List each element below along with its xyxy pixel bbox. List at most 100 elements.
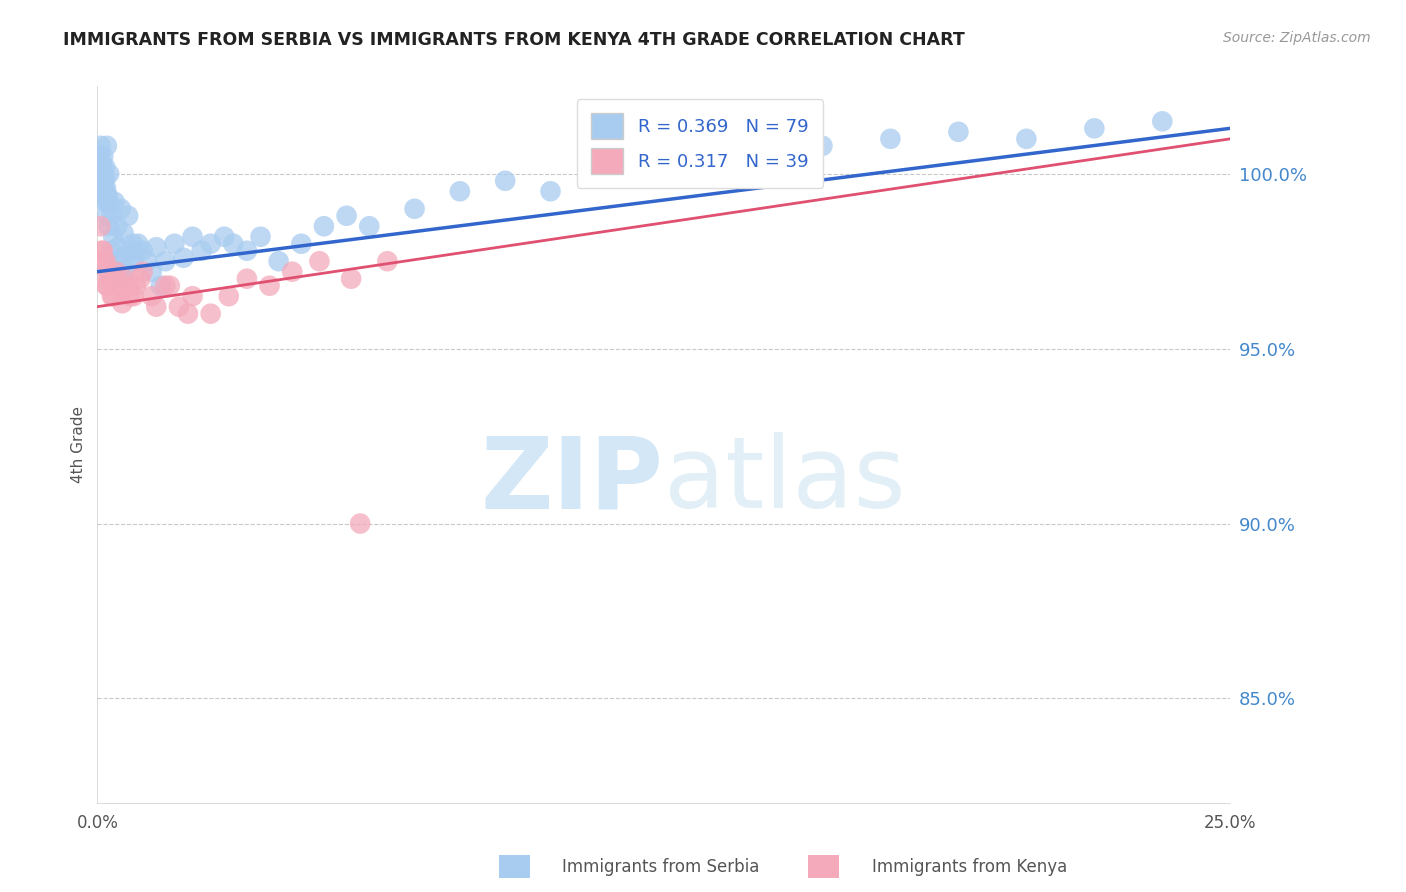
Text: Immigrants from Kenya: Immigrants from Kenya — [872, 858, 1067, 876]
Point — [308, 254, 330, 268]
Point — [159, 278, 181, 293]
Point — [377, 254, 399, 268]
Point — [181, 289, 204, 303]
Point — [104, 271, 127, 285]
Point — [98, 198, 121, 212]
Point — [675, 160, 697, 174]
Point — [131, 265, 153, 279]
Point — [93, 181, 115, 195]
Point — [177, 307, 200, 321]
Point — [200, 307, 222, 321]
Point — [104, 254, 127, 268]
Point — [236, 271, 259, 285]
Point — [89, 138, 111, 153]
Point — [290, 236, 312, 251]
Point — [93, 184, 115, 198]
Point — [97, 219, 120, 234]
Point — [96, 209, 118, 223]
Point — [125, 278, 148, 293]
Point — [259, 278, 281, 293]
Point — [90, 163, 112, 178]
Point — [359, 219, 381, 234]
Point — [200, 236, 222, 251]
Point — [218, 289, 240, 303]
Point — [121, 236, 143, 251]
Point — [89, 219, 111, 234]
Point — [181, 229, 204, 244]
Point — [114, 271, 136, 285]
Point — [281, 265, 304, 279]
Point — [117, 209, 139, 223]
Point — [110, 202, 132, 216]
Point — [155, 278, 177, 293]
Point — [267, 254, 290, 268]
Point — [117, 278, 139, 293]
Point — [163, 236, 186, 251]
Point — [312, 219, 335, 234]
Point — [96, 278, 118, 293]
Y-axis label: 4th Grade: 4th Grade — [72, 407, 86, 483]
Point — [93, 265, 115, 279]
Point — [103, 194, 125, 209]
Point — [90, 156, 112, 170]
Point — [91, 149, 114, 163]
Point — [129, 271, 152, 285]
Text: Immigrants from Serbia: Immigrants from Serbia — [562, 858, 759, 876]
Point — [449, 184, 471, 198]
Point — [91, 244, 114, 258]
Point — [89, 149, 111, 163]
Point — [90, 184, 112, 198]
Point — [149, 278, 172, 293]
Point — [91, 191, 114, 205]
Point — [190, 244, 212, 258]
Point — [404, 202, 426, 216]
Point — [744, 149, 766, 163]
Point — [105, 265, 128, 279]
Point — [94, 160, 117, 174]
Point — [145, 300, 167, 314]
Point — [96, 138, 118, 153]
Point — [349, 516, 371, 531]
Point — [118, 244, 141, 258]
Point — [607, 167, 630, 181]
Text: atlas: atlas — [664, 432, 905, 529]
Point — [91, 167, 114, 181]
Point — [97, 191, 120, 205]
Point — [98, 271, 121, 285]
Point — [249, 229, 271, 244]
Point — [100, 244, 122, 258]
Text: Source: ZipAtlas.com: Source: ZipAtlas.com — [1223, 31, 1371, 45]
Point — [89, 174, 111, 188]
Point — [540, 184, 562, 198]
Point — [811, 138, 834, 153]
Point — [103, 229, 125, 244]
Point — [141, 265, 163, 279]
Point — [93, 194, 115, 209]
Point — [136, 254, 159, 268]
Point — [112, 226, 135, 240]
Point — [93, 254, 115, 268]
Point — [90, 244, 112, 258]
Point — [1152, 114, 1174, 128]
Point — [91, 174, 114, 188]
Point — [494, 174, 516, 188]
Point — [97, 265, 120, 279]
Point — [948, 125, 970, 139]
Point — [89, 160, 111, 174]
Point — [336, 209, 359, 223]
Point — [101, 289, 124, 303]
Point — [155, 254, 177, 268]
Point — [115, 258, 138, 272]
Point — [127, 236, 149, 251]
Point — [107, 240, 129, 254]
Point — [96, 278, 118, 293]
Point — [101, 209, 124, 223]
Text: IMMIGRANTS FROM SERBIA VS IMMIGRANTS FROM KENYA 4TH GRADE CORRELATION CHART: IMMIGRANTS FROM SERBIA VS IMMIGRANTS FRO… — [63, 31, 965, 49]
Point — [103, 289, 125, 303]
Point — [1015, 132, 1038, 146]
Point — [90, 156, 112, 170]
Point — [222, 236, 245, 251]
Text: ZIP: ZIP — [481, 432, 664, 529]
Point — [122, 289, 145, 303]
Point — [111, 296, 134, 310]
